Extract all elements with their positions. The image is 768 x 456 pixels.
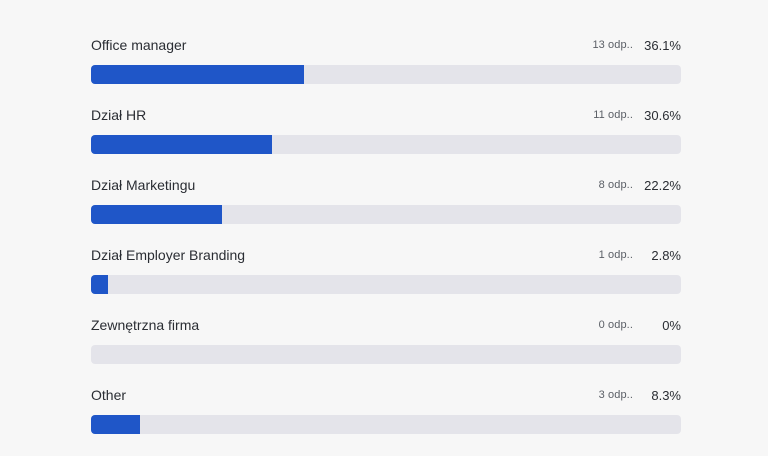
percent-label: 0% bbox=[662, 317, 681, 333]
option-label: Other bbox=[91, 387, 127, 403]
bar-fill bbox=[91, 65, 304, 84]
bar-track bbox=[91, 275, 681, 294]
result-option: Dział Employer Branding 1 odp.. 2.8% bbox=[91, 245, 681, 315]
response-count: 13 odp.. bbox=[592, 39, 633, 51]
option-header: Dział Employer Branding 1 odp.. 2.8% bbox=[91, 245, 681, 265]
result-option: Other 3 odp.. 8.3% bbox=[91, 385, 681, 455]
bar-fill bbox=[91, 205, 222, 224]
option-meta: 0 odp.. 0% bbox=[599, 318, 681, 333]
percent-label: 30.6% bbox=[644, 107, 681, 123]
bar-fill bbox=[91, 135, 272, 154]
percent-label: 2.8% bbox=[651, 247, 681, 263]
option-meta: 1 odp.. 2.8% bbox=[599, 248, 681, 263]
option-header: Zewnętrzna firma 0 odp.. 0% bbox=[91, 315, 681, 335]
response-count: 1 odp.. bbox=[598, 249, 633, 261]
response-count: 0 odp.. bbox=[598, 319, 633, 331]
result-option: Zewnętrzna firma 0 odp.. 0% bbox=[91, 315, 681, 385]
option-label: Dział HR bbox=[91, 107, 147, 123]
option-header: Office manager 13 odp.. 36.1% bbox=[91, 35, 681, 55]
option-meta: 11 odp.. 30.6% bbox=[593, 108, 681, 123]
bar-track bbox=[91, 345, 681, 364]
percent-label: 36.1% bbox=[644, 37, 681, 53]
option-label: Office manager bbox=[91, 37, 187, 53]
percent-label: 8.3% bbox=[651, 387, 681, 403]
option-meta: 8 odp.. 22.2% bbox=[599, 178, 681, 193]
option-header: Dział Marketingu 8 odp.. 22.2% bbox=[91, 175, 681, 195]
option-label: Zewnętrzna firma bbox=[91, 317, 200, 333]
option-label: Dział Marketingu bbox=[91, 177, 196, 193]
option-header: Other 3 odp.. 8.3% bbox=[91, 385, 681, 405]
bar-fill bbox=[91, 415, 140, 434]
option-header: Dział HR 11 odp.. 30.6% bbox=[91, 105, 681, 125]
bar-track bbox=[91, 135, 681, 154]
bar-track bbox=[91, 415, 681, 434]
percent-label: 22.2% bbox=[644, 177, 681, 193]
response-count: 8 odp.. bbox=[598, 179, 633, 191]
option-meta: 13 odp.. 36.1% bbox=[592, 38, 681, 53]
bar-track bbox=[91, 205, 681, 224]
response-count: 3 odp.. bbox=[598, 389, 633, 401]
option-label: Dział Employer Branding bbox=[91, 247, 246, 263]
response-count: 11 odp.. bbox=[593, 109, 633, 121]
result-option: Dział HR 11 odp.. 30.6% bbox=[91, 105, 681, 175]
bar-track bbox=[91, 65, 681, 84]
option-meta: 3 odp.. 8.3% bbox=[599, 388, 681, 403]
result-option: Office manager 13 odp.. 36.1% bbox=[91, 35, 681, 105]
result-option: Dział Marketingu 8 odp.. 22.2% bbox=[91, 175, 681, 245]
bar-fill bbox=[91, 275, 108, 294]
